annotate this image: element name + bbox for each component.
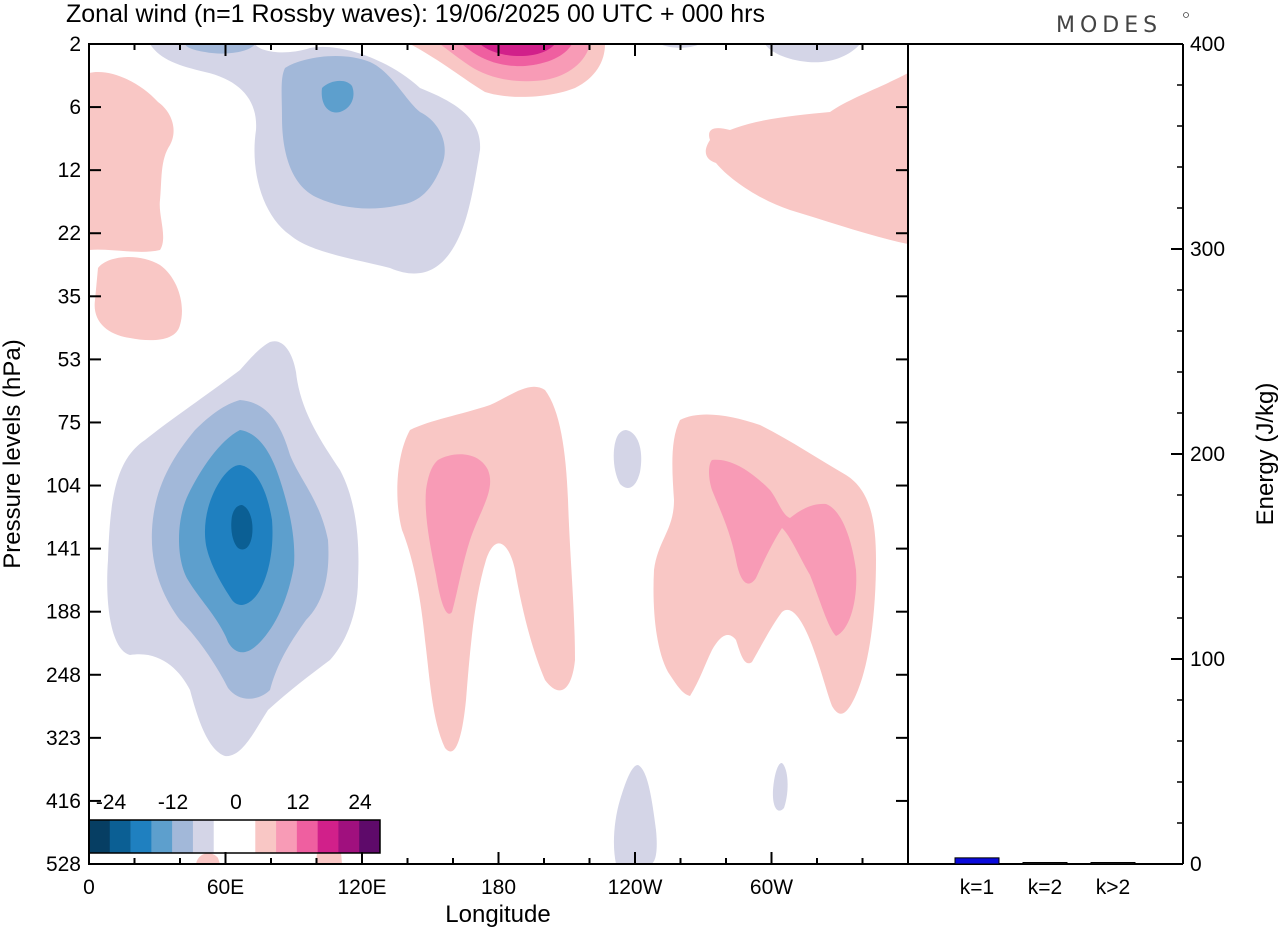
longitude-tick-label: 180 (481, 876, 516, 899)
colorbar-swatch (130, 820, 152, 853)
contour-neg-level-1 (765, 44, 860, 63)
pressure-tick-label: 22 (58, 222, 81, 245)
colorbar-swatch (89, 820, 111, 853)
contour-pos-level-2 (709, 459, 857, 636)
contour-pos-level-2 (425, 454, 491, 614)
energy-bar-label: k>2 (1096, 876, 1130, 899)
colorbar-swatch (296, 820, 318, 853)
colorbar-swatch (213, 820, 235, 853)
contour-neg-level-1 (613, 430, 642, 488)
colorbar-swatch (338, 820, 360, 853)
energy-tick-label: 200 (1190, 443, 1225, 466)
pressure-tick-label: 141 (46, 538, 81, 561)
pressure-tick-label: 528 (46, 853, 81, 876)
longitude-tick-label: 60W (750, 876, 793, 899)
longitude-tick-label: 0 (83, 876, 95, 899)
contour-pos-level-1 (397, 386, 575, 752)
colorbar-swatch (172, 820, 194, 853)
pressure-tick-label: 416 (46, 790, 81, 813)
colorbar-swatch (151, 820, 173, 853)
colorbar (88, 819, 381, 854)
y-axis-title: Pressure levels (hPa) (0, 339, 26, 568)
colorbar-swatch (255, 820, 277, 853)
colorbar-label: -24 (96, 791, 127, 814)
contour-neg-level-5 (231, 505, 253, 550)
pressure-tick-label: 188 (46, 601, 81, 624)
pressure-tick-label: 2 (69, 33, 81, 56)
longitude-tick-label: 120E (337, 876, 386, 899)
colorbar-label: 12 (286, 791, 309, 814)
pressure-tick-label: 12 (58, 159, 81, 182)
pressure-tick-label: 323 (46, 727, 81, 750)
contour-pos-level-1 (94, 257, 182, 341)
contour-pos-level-1 (89, 71, 174, 252)
pressure-tick-label: 6 (69, 96, 81, 119)
modes-logo: MODES (1056, 13, 1162, 38)
colorbar-swatch (109, 820, 131, 853)
contour-pos-level-1 (705, 73, 908, 244)
energy-tick-label: 400 (1190, 33, 1225, 56)
contour-field (89, 44, 908, 864)
pressure-tick-label: 104 (46, 475, 81, 498)
contour-pos-level-1 (653, 414, 876, 714)
energy-tick-label: 300 (1190, 238, 1225, 261)
energy-tick-label: 100 (1190, 648, 1225, 671)
energy-bar (954, 857, 1000, 865)
pressure-tick-label: 75 (58, 411, 81, 434)
contour-neg-level-2 (281, 55, 445, 209)
pressure-tick-label: 248 (46, 664, 81, 687)
energy-axis-title: Energy (J/kg) (1252, 383, 1279, 526)
energy-bar-label: k=2 (1028, 876, 1062, 899)
longitude-tick-label: 120W (608, 876, 663, 899)
x-axis-title: Longitude (445, 901, 550, 928)
contour-neg-level-2 (185, 44, 255, 54)
contour-neg-level-1 (613, 765, 657, 864)
pressure-axis: 2 6 12 22 35 53 75 104 141 188 248 323 416 528 (46, 33, 908, 876)
longitude-tick-label: 60E (207, 876, 244, 899)
longitude-axis: 0 60E 120E 180 120W 60W (83, 44, 864, 899)
contour-pos-level-1 (196, 853, 220, 864)
colorbar-label: 0 (230, 791, 242, 814)
energy-bars: k=1 k=2 k>2 (954, 857, 1136, 899)
contour-neg-level-1 (772, 762, 788, 811)
colorbar-swatch (192, 820, 215, 853)
colorbar-swatch (317, 820, 339, 853)
pressure-tick-label: 35 (58, 285, 81, 308)
colorbar-swatch (276, 820, 298, 853)
energy-bar (1022, 862, 1068, 865)
colorbar-swatch (234, 820, 256, 853)
logo-registered-mark (1183, 12, 1189, 18)
colorbar-labels: -24 -12 0 12 24 (96, 791, 372, 814)
energy-tick-label: 0 (1190, 853, 1202, 876)
pressure-tick-label: 53 (58, 348, 81, 371)
chart-title: Zonal wind (n=1 Rossby waves): 19/06/202… (66, 0, 765, 28)
energy-bar (1090, 862, 1136, 865)
energy-bar-label: k=1 (960, 876, 994, 899)
contour-neg-level-3 (321, 80, 354, 113)
colorbar-swatch (359, 820, 381, 853)
energy-axis: 0 100 200 300 400 (1171, 33, 1225, 876)
colorbar-label: -12 (158, 791, 188, 814)
colorbar-label: 24 (348, 791, 372, 814)
